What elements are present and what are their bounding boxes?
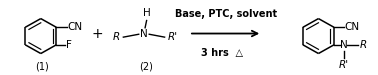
Text: CN: CN xyxy=(68,22,83,32)
Text: R': R' xyxy=(167,32,178,42)
Text: (1): (1) xyxy=(35,61,49,71)
Text: R': R' xyxy=(339,60,349,70)
Text: 3 hrs  △: 3 hrs △ xyxy=(201,48,243,58)
Text: CN: CN xyxy=(344,22,359,32)
Text: N: N xyxy=(140,28,148,39)
Text: R: R xyxy=(113,32,120,42)
Text: (2): (2) xyxy=(139,61,153,71)
Text: Base, PTC, solvent: Base, PTC, solvent xyxy=(175,9,277,19)
Text: F: F xyxy=(66,40,71,50)
Text: R: R xyxy=(359,40,367,50)
Text: H: H xyxy=(143,8,151,18)
Text: +: + xyxy=(91,27,103,40)
Text: N: N xyxy=(340,40,348,50)
